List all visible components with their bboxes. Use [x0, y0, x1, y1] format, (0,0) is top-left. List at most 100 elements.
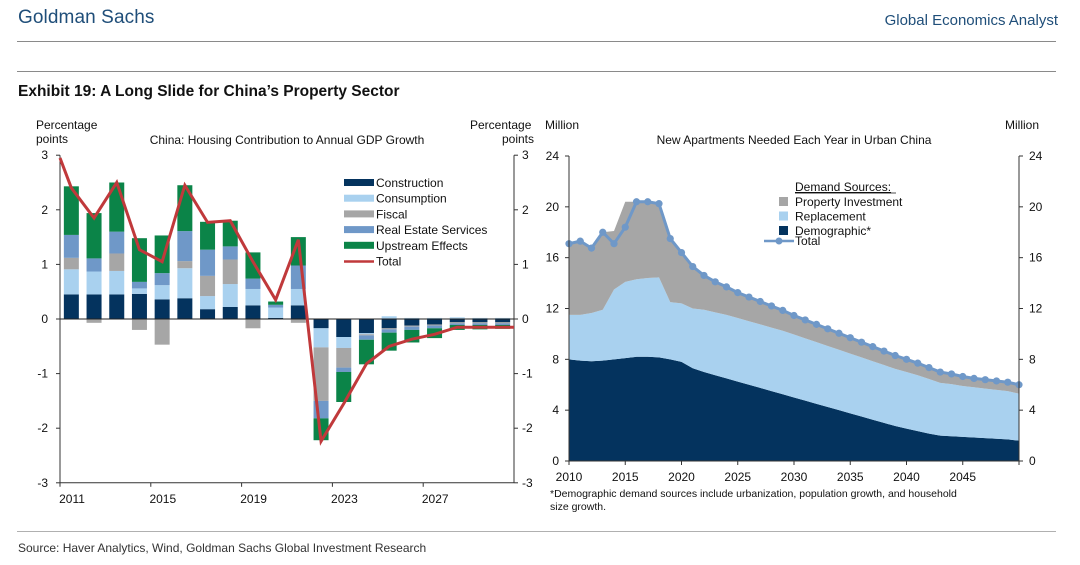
bar-consumption-2029 [472, 317, 488, 319]
bar-consumption-2014 [131, 288, 147, 294]
legend-title: Demand Sources: [795, 180, 891, 194]
right-ytick-label: 12 [1029, 302, 1043, 316]
bar-construction-2015 [154, 299, 170, 319]
right-ytick-label: 8 [1029, 352, 1036, 366]
publication-name: Global Economics Analyst [884, 12, 1058, 29]
bar-consumption-2020 [268, 307, 284, 318]
total-marker-2017 [644, 198, 652, 206]
bar-consumption-2016 [177, 268, 193, 299]
xtick-label: 2035 [837, 470, 864, 484]
right-ylabel-line2: points [502, 132, 534, 146]
header-divider [17, 41, 1056, 42]
bar-construction-2018 [222, 306, 238, 319]
xtick-label: 2019 [240, 492, 267, 506]
legend-swatch-fiscal [344, 210, 374, 218]
bar-consumption-2018 [222, 284, 238, 307]
bar-construction-2012 [86, 294, 102, 319]
bar-upstream_effects-2017 [200, 221, 216, 250]
bar-real_estate_services-2019 [245, 278, 261, 289]
bar-fiscal-2012 [86, 319, 102, 323]
bar-consumption-2019 [245, 288, 261, 306]
total-line-path [58, 157, 514, 446]
total-marker-2028 [767, 302, 776, 310]
left-ytick-label: 0 [552, 454, 559, 468]
bar-real_estate_services-2013 [109, 231, 125, 254]
bar-fiscal-2011 [63, 257, 79, 270]
right-ytick-label: 4 [1029, 403, 1036, 417]
bar-consumption-2028 [449, 317, 465, 319]
right-ytick-label: -3 [522, 476, 533, 490]
bar-construction-2011 [63, 294, 79, 319]
left-ytick-label: 20 [546, 200, 560, 214]
new-apartments-chart: Million Million New Apartments Needed Ea… [545, 118, 1043, 513]
right-ytick-label: 0 [522, 312, 529, 326]
bar-construction-2025 [381, 319, 397, 329]
bar-real_estate_services-2026 [404, 326, 420, 330]
total-marker-2029 [779, 306, 787, 315]
legend-swatch-real_estate_services [344, 226, 374, 234]
total-marker-2033 [824, 325, 832, 333]
left-ytick-label: 1 [41, 257, 48, 271]
xtick-label: 2020 [668, 470, 695, 484]
source-note: Source: Haver Analytics, Wind, Goldman S… [18, 541, 427, 555]
bar-consumption-2017 [200, 296, 216, 310]
bar-construction-2029 [472, 319, 488, 323]
total-marker-2035 [846, 334, 854, 342]
total-marker-2039 [891, 351, 899, 360]
bar-consumption-2021 [290, 288, 306, 306]
legend-label-total: Total [795, 234, 820, 248]
legend-label-real_estate_services: Real Estate Services [376, 223, 487, 237]
total-marker-2021 [689, 262, 697, 271]
total-marker-2011 [576, 237, 584, 245]
total-marker-2040 [902, 355, 911, 363]
legend-label-construction: Construction [376, 176, 443, 190]
total-marker-2022 [700, 271, 708, 280]
total-marker-2043 [936, 368, 944, 376]
footnote-line2: size growth. [550, 501, 606, 513]
bar-fiscal-2029 [472, 322, 488, 324]
total-marker-2049 [1004, 378, 1012, 386]
bar-fiscal-2015 [154, 319, 170, 345]
right-ytick-label: 16 [1029, 251, 1043, 265]
bar-construction-2024 [358, 319, 374, 334]
bar-construction-2028 [449, 319, 465, 323]
legend-label-consumption: Consumption [376, 192, 447, 206]
footnote-line1: *Demographic demand sources include urba… [550, 488, 957, 500]
right-legend: Demand Sources:Property InvestmentReplac… [764, 180, 903, 248]
right-chart-right-ylabel: Million [1005, 118, 1039, 132]
bar-consumption-2024 [358, 333, 374, 335]
bar-real_estate_services-2029 [472, 323, 488, 326]
total-marker-2041 [914, 359, 922, 367]
left-ytick-label: 0 [41, 312, 48, 326]
legend-swatch-property_investment [779, 197, 788, 206]
bar-real_estate_services-2015 [154, 273, 170, 286]
bar-upstream_effects-2011 [63, 186, 79, 235]
total-marker-2044 [947, 370, 956, 378]
total-marker-2018 [655, 200, 663, 208]
xtick-label: 2023 [331, 492, 358, 506]
right-ytick-label: 1 [522, 257, 529, 271]
bar-fiscal-2014 [131, 319, 147, 330]
xtick-label: 2030 [781, 470, 808, 484]
total-marker-2032 [812, 320, 821, 328]
bar-real_estate_services-2030 [495, 323, 511, 326]
legend-swatch-demographic [779, 226, 788, 235]
total-marker-2047 [981, 376, 989, 384]
right-ytick-label: 3 [522, 148, 529, 162]
total-marker-2048 [992, 377, 1001, 385]
total-marker-2030 [790, 311, 798, 320]
total-marker-2013 [599, 228, 607, 236]
left-ytick-label: 4 [552, 403, 559, 417]
right-ytick-label: 20 [1029, 200, 1043, 214]
left-ytick-label: -2 [37, 421, 48, 435]
total-marker-2046 [970, 374, 978, 382]
bar-real_estate_services-2012 [86, 258, 102, 272]
bar-real_estate_services-2014 [131, 281, 147, 289]
bar-fiscal-2013 [109, 253, 125, 271]
bar-real_estate_services-2023 [336, 367, 352, 372]
bar-real_estate_services-2016 [177, 231, 193, 262]
bar-construction-2023 [336, 319, 352, 338]
